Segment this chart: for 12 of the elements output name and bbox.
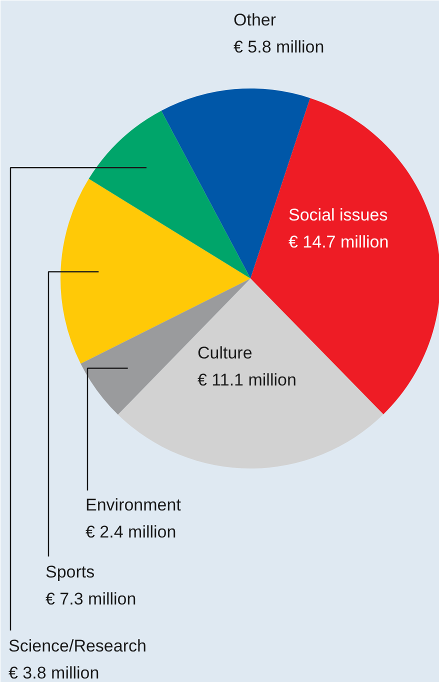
data-label: € 5.8 million — [234, 38, 324, 56]
data-label: € 11.1 million — [198, 370, 296, 390]
slice-label: Social issues — [288, 206, 388, 224]
data-label: € 7.3 million — [46, 590, 136, 608]
slice-label: Science/Research — [8, 636, 146, 656]
data-label: € 14.7 million — [288, 232, 389, 252]
slice-label: Sports — [46, 562, 95, 582]
data-label: € 2.4 million — [86, 522, 176, 542]
data-label: € 3.8 million — [8, 664, 100, 682]
slice-label: Other — [234, 10, 276, 30]
slice-label: Environment — [86, 496, 182, 514]
slice-label: Culture — [198, 344, 252, 362]
